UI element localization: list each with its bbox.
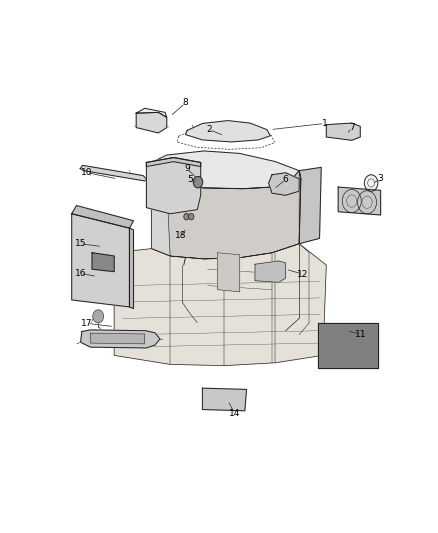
Text: 17: 17 (81, 319, 93, 328)
Text: 5: 5 (187, 175, 194, 184)
Polygon shape (114, 244, 326, 366)
Circle shape (184, 213, 189, 220)
Polygon shape (268, 173, 299, 195)
Text: 16: 16 (74, 269, 86, 278)
Circle shape (188, 213, 194, 220)
Polygon shape (81, 330, 160, 348)
Polygon shape (72, 206, 134, 228)
Polygon shape (72, 214, 130, 307)
Text: 1: 1 (322, 119, 328, 128)
Polygon shape (202, 388, 247, 411)
Text: 12: 12 (297, 270, 308, 279)
Polygon shape (136, 108, 167, 117)
Text: 15: 15 (74, 239, 86, 248)
Text: 8: 8 (183, 99, 188, 108)
Polygon shape (150, 151, 301, 189)
Polygon shape (299, 167, 321, 244)
Circle shape (364, 175, 378, 191)
Polygon shape (80, 165, 146, 181)
Polygon shape (185, 120, 270, 142)
Polygon shape (255, 261, 286, 282)
Text: 7: 7 (349, 123, 355, 132)
Text: 14: 14 (229, 409, 240, 418)
Text: 10: 10 (81, 168, 93, 177)
Polygon shape (130, 228, 134, 309)
Polygon shape (218, 253, 240, 292)
Polygon shape (90, 333, 145, 344)
Polygon shape (338, 187, 381, 215)
Polygon shape (150, 163, 301, 259)
Polygon shape (326, 123, 360, 140)
Text: 9: 9 (184, 164, 190, 173)
Polygon shape (136, 112, 167, 133)
Polygon shape (146, 158, 201, 166)
Polygon shape (318, 324, 378, 368)
Text: 6: 6 (283, 175, 289, 184)
Text: 11: 11 (354, 329, 366, 338)
Text: 18: 18 (175, 231, 186, 240)
Circle shape (193, 176, 203, 188)
Polygon shape (92, 253, 114, 272)
Circle shape (93, 310, 104, 323)
Text: 3: 3 (378, 174, 384, 183)
Polygon shape (167, 171, 299, 259)
Polygon shape (146, 158, 201, 214)
Text: 2: 2 (206, 125, 212, 134)
